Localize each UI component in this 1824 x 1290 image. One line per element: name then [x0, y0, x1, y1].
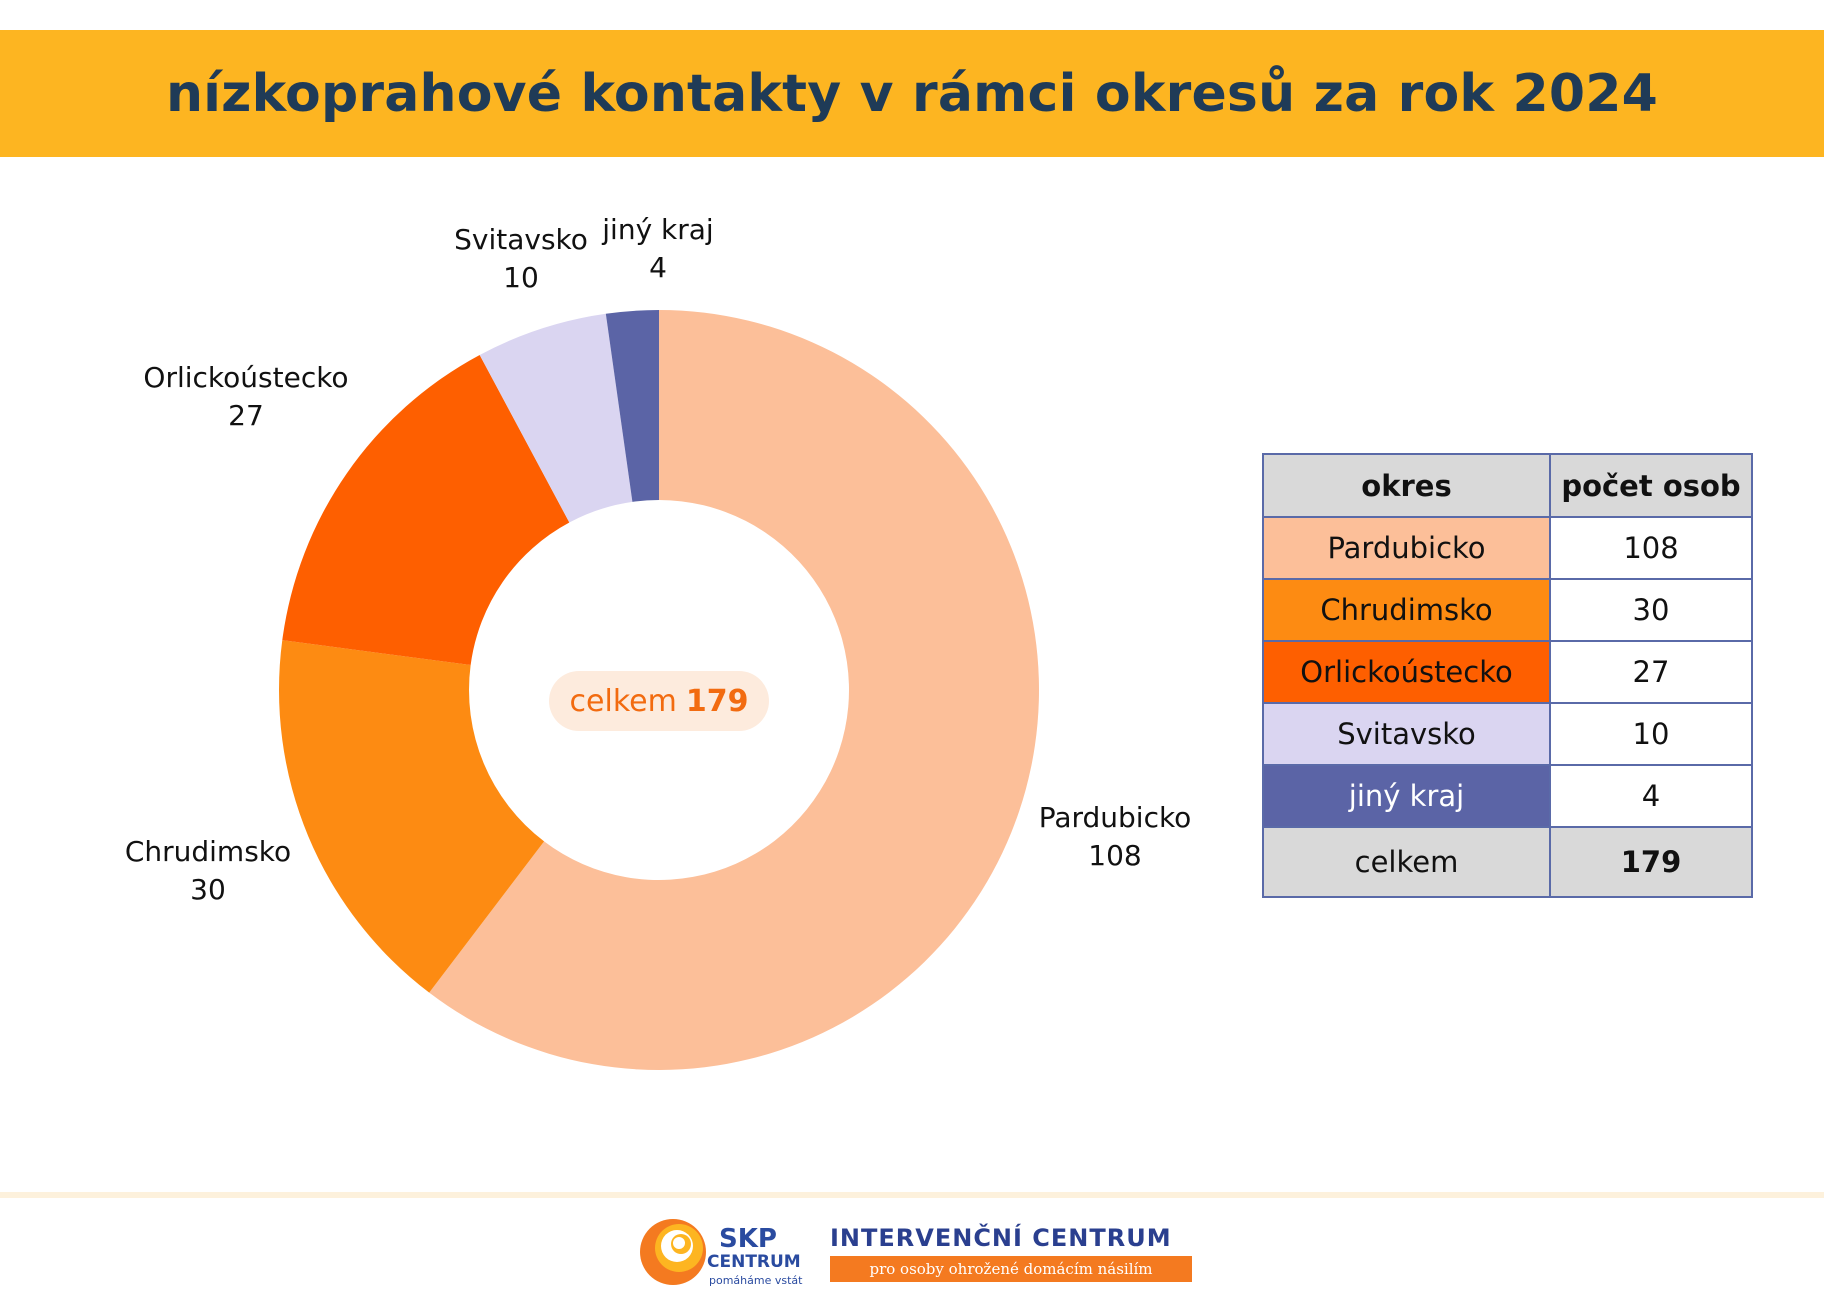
- slice-category-label: Orlickoústecko: [143, 361, 348, 394]
- table-row: Orlickoústecko 27: [1262, 640, 1753, 704]
- total-label-cell: celkem: [1262, 826, 1551, 898]
- row-okres-cell: Chrudimsko: [1262, 578, 1551, 642]
- page-title: nízkoprahové kontakty v rámci okresů za …: [165, 63, 1659, 124]
- center-total-badge: celkem 179: [549, 671, 769, 731]
- slice-labels: Pardubicko 108 Chrudimsko 30 Orlickoústecko 2…: [125, 213, 1191, 906]
- row-okres-cell: jiný kraj: [1262, 764, 1551, 828]
- slice-value-label: 30: [190, 873, 226, 906]
- total-value-cell: 179: [1549, 826, 1753, 898]
- slice-pardubicko: [429, 310, 1040, 1070]
- skp-name: SKP: [719, 1224, 777, 1254]
- row-pocet-cell: 108: [1549, 516, 1753, 580]
- table-row: Chrudimsko 30: [1262, 578, 1753, 642]
- table-header-row: okres počet osob: [1262, 453, 1753, 518]
- slice-chrudimsko: [279, 640, 545, 993]
- header-okres: okres: [1262, 453, 1551, 518]
- table-row: Svitavsko 10: [1262, 702, 1753, 766]
- footer-divider: [0, 1192, 1824, 1198]
- slice-value-label: 10: [503, 261, 539, 294]
- slice-category-label: jiný kraj: [601, 213, 713, 246]
- slice-svitavsko: [479, 313, 633, 523]
- table-total-row: celkem 179: [1262, 826, 1753, 898]
- donut-slices: [279, 310, 1040, 1070]
- slice-value-label: 108: [1088, 839, 1141, 872]
- center-total-label: celkem: [569, 683, 677, 719]
- slice-value-label: 27: [228, 399, 264, 432]
- slice-category-label: Chrudimsko: [125, 835, 291, 868]
- header-pocet: počet osob: [1549, 453, 1753, 518]
- ic-subtitle: pro osoby ohrožené domácím násilím: [830, 1256, 1192, 1282]
- slice-jiný-kraj: [605, 310, 659, 502]
- skp-tagline: pomáháme vstát: [709, 1274, 803, 1287]
- ic-name: INTERVENČNÍ CENTRUM: [830, 1224, 1172, 1252]
- skp-swirl-icon: [640, 1219, 706, 1285]
- center-total-value: 179: [685, 683, 749, 719]
- table-row: Pardubicko 108: [1262, 516, 1753, 580]
- table-row: jiný kraj 4: [1262, 764, 1753, 828]
- slice-category-label: Pardubicko: [1039, 801, 1192, 834]
- row-pocet-cell: 10: [1549, 702, 1753, 766]
- row-pocet-cell: 30: [1549, 578, 1753, 642]
- row-pocet-cell: 4: [1549, 764, 1753, 828]
- row-okres-cell: Pardubicko: [1262, 516, 1551, 580]
- row-okres-cell: Svitavsko: [1262, 702, 1551, 766]
- skp-subtitle: CENTRUM: [707, 1252, 801, 1272]
- intervencni-centrum-logo: INTERVENČNÍ CENTRUM pro osoby ohrožené d…: [830, 1223, 1192, 1282]
- slice-orlickoústecko: [282, 354, 570, 666]
- skp-centrum-logo: SKP CENTRUM pomáháme vstát: [633, 1208, 813, 1290]
- summary-table: okres počet osob Pardubicko 108 Chrudims…: [1262, 453, 1753, 898]
- slice-category-label: Svitavsko: [454, 223, 588, 256]
- title-bar: nízkoprahové kontakty v rámci okresů za …: [0, 30, 1824, 157]
- row-okres-cell: Orlickoústecko: [1262, 640, 1551, 704]
- row-pocet-cell: 27: [1549, 640, 1753, 704]
- slice-value-label: 4: [649, 251, 667, 284]
